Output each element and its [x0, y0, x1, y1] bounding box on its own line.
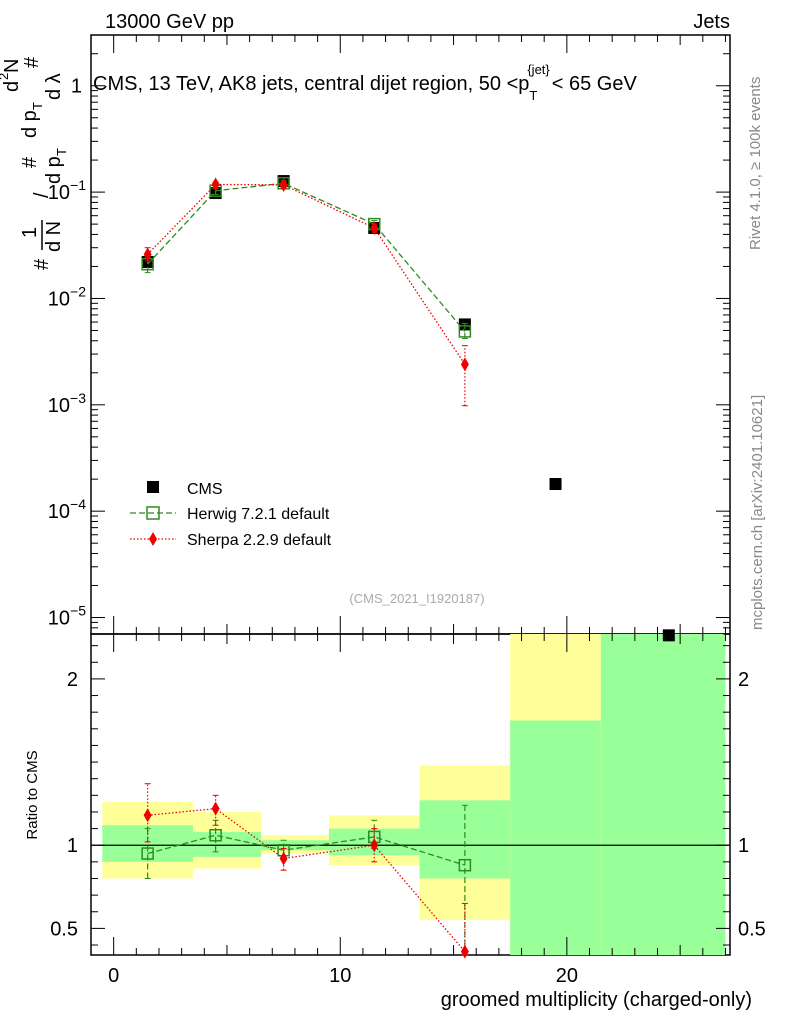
cms-point — [549, 478, 562, 491]
energy-label: 13000 GeV pp — [105, 11, 234, 33]
x-axis: 0 10 20 — [108, 35, 726, 987]
sherpa-ratio-point — [279, 851, 288, 866]
svg-text:1: 1 — [19, 227, 41, 238]
y-tick-label: 10−4 — [48, 496, 86, 523]
sherpa-point — [143, 247, 152, 262]
y-tick-label: 10−2 — [48, 283, 86, 310]
legend: CMS Herwig 7.2.1 default Sherpa 2.2.9 de… — [130, 481, 332, 549]
y-tick-label: 1 — [71, 76, 82, 98]
x-tick-label: 10 — [329, 965, 351, 987]
rivet-version-label: Rivet 4.1.0, ≥ 100k events — [747, 77, 764, 250]
svg-text:#: # — [19, 156, 41, 168]
band-green-4 — [419, 800, 511, 879]
herwig-point — [458, 325, 472, 338]
herwig-ratio-point — [209, 828, 222, 842]
legend-cms-label: CMS — [187, 481, 223, 498]
main-y-axis: 1 10−1 10−2 10−3 10−4 10−5 — [48, 34, 730, 635]
ratio-data-series — [141, 783, 472, 959]
x-tick-label: 0 — [108, 965, 119, 987]
cms-point — [662, 629, 675, 642]
x-tick-label: 20 — [556, 965, 578, 987]
y-tick-label: 10−3 — [48, 390, 86, 417]
herwig-ratio-point — [458, 858, 472, 872]
ratio-y-axis-label: Ratio to CMS — [24, 750, 41, 839]
svg-text:T: T — [30, 102, 45, 110]
legend-herwig-label: Herwig 7.2.1 default — [187, 506, 330, 523]
y-tick-label: 10−5 — [48, 603, 86, 630]
plot-title: CMS, 13 TeV, AK8 jets, central dijet reg… — [93, 62, 637, 103]
svg-text:d p: d p — [19, 110, 41, 138]
sherpa-ratio-point — [211, 801, 220, 816]
svg-text:d p: d p — [43, 156, 65, 184]
svg-text:#: # — [21, 56, 43, 68]
x-axis-label: groomed multiplicity (charged-only) — [441, 989, 752, 1011]
herwig-ratio-line — [147, 834, 466, 866]
sherpa-point — [211, 177, 220, 192]
svg-text:T: T — [54, 148, 69, 156]
ratio-y-tick-label: 1 — [67, 835, 78, 857]
ratio-y-axis: 0.5 0.5 1 1 2 2 — [50, 645, 766, 946]
legend-cms-marker — [147, 481, 159, 493]
sherpa-ratio-line — [147, 807, 466, 953]
svg-text:#: # — [31, 258, 53, 270]
ratio-y-tick-label-right: 0.5 — [738, 918, 766, 940]
ratio-y-tick-label: 2 — [67, 669, 78, 691]
svg-text:N: N — [1, 59, 23, 73]
y-tick-label: 10−1 — [48, 177, 86, 204]
sherpa-point — [370, 220, 379, 235]
main-data-series — [141, 175, 675, 642]
ratio-uncertainty-bands — [102, 634, 726, 955]
herwig-line — [147, 182, 466, 332]
sherpa-ratio-point — [370, 838, 379, 853]
band-green-5 — [510, 720, 601, 955]
legend-sherpa-marker — [149, 532, 157, 546]
band-green-1 — [192, 831, 261, 857]
main-y-axis-label: # 1 d N / d p T # d p T d λ d 2 N # — [0, 56, 69, 270]
svg-text:/: / — [31, 192, 53, 198]
ratio-y-tick-label: 0.5 — [50, 918, 78, 940]
sherpa-ratio-point — [143, 808, 152, 823]
legend-herwig-marker — [146, 506, 160, 520]
ratio-panel-frame — [90, 633, 731, 956]
band-green-6 — [600, 634, 726, 955]
herwig-ratio-point — [141, 847, 154, 860]
sherpa-point — [279, 177, 288, 192]
svg-text:d: d — [1, 81, 23, 92]
ratio-y-tick-label-right: 2 — [738, 669, 749, 691]
ratio-y-tick-label-right: 1 — [738, 835, 749, 857]
mcplots-label: mcplots.cern.ch [arXiv:2401.10621] — [749, 395, 766, 630]
process-label: Jets — [693, 11, 730, 33]
analysis-id-watermark: (CMS_2021_I1920187) — [349, 591, 484, 606]
sherpa-point — [460, 357, 469, 372]
svg-text:2: 2 — [0, 73, 11, 80]
svg-text:d N: d N — [43, 221, 65, 252]
legend-sherpa-label: Sherpa 2.2.9 default — [187, 532, 332, 549]
svg-text:d λ: d λ — [43, 73, 65, 100]
sherpa-ratio-point — [460, 944, 469, 959]
